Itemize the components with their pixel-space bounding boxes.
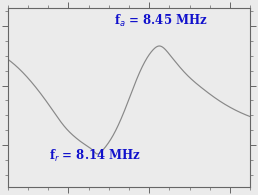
Text: f$_r$ = 8.14 MHz: f$_r$ = 8.14 MHz [49, 148, 141, 164]
Text: f$_a$ = 8.45 MHz: f$_a$ = 8.45 MHz [114, 13, 207, 29]
